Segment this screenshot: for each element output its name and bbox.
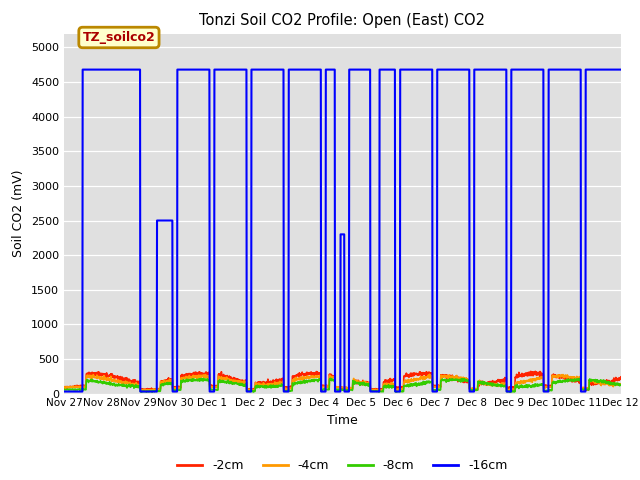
Title: Tonzi Soil CO2 Profile: Open (East) CO2: Tonzi Soil CO2 Profile: Open (East) CO2 [200,13,485,28]
Legend: -2cm, -4cm, -8cm, -16cm: -2cm, -4cm, -8cm, -16cm [172,455,513,477]
X-axis label: Time: Time [327,414,358,427]
Text: TZ_soilco2: TZ_soilco2 [83,31,156,44]
Y-axis label: Soil CO2 (mV): Soil CO2 (mV) [12,170,26,257]
